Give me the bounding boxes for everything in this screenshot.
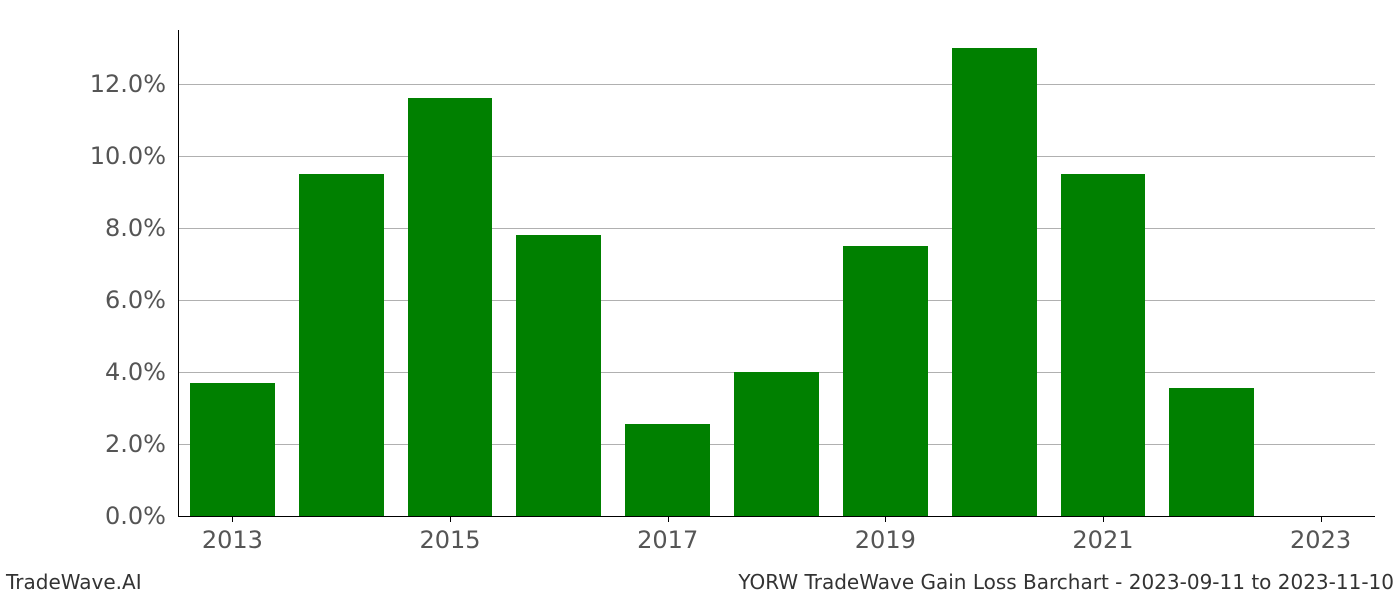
gridline [178, 84, 1375, 85]
chart-container: 0.0% 2.0% 4.0% 6.0% 8.0% 10.0% 12.0% 2013 2015 20… [0, 0, 1400, 600]
y-tick-label: 8.0% [46, 214, 166, 242]
bar [299, 174, 384, 516]
x-tick-mark [450, 516, 451, 522]
x-tick-mark [885, 516, 886, 522]
y-axis [178, 30, 179, 516]
x-tick-mark [1103, 516, 1104, 522]
bar [190, 383, 275, 516]
y-tick-label: 4.0% [46, 358, 166, 386]
x-tick-label: 2019 [855, 526, 916, 554]
x-tick-mark [232, 516, 233, 522]
y-tick-label: 2.0% [46, 430, 166, 458]
x-axis [178, 516, 1375, 517]
y-tick-label: 0.0% [46, 502, 166, 530]
footer-caption: YORW TradeWave Gain Loss Barchart - 2023… [738, 570, 1394, 594]
plot-area: 0.0%2.0%4.0%6.0%8.0%10.0%12.0%2013201520… [178, 30, 1375, 516]
bar [843, 246, 928, 516]
y-tick-label: 10.0% [46, 142, 166, 170]
gridline [178, 156, 1375, 157]
footer-brand: TradeWave.AI [6, 570, 142, 594]
y-tick-label: 12.0% [46, 70, 166, 98]
x-tick-label: 2021 [1072, 526, 1133, 554]
x-tick-label: 2023 [1290, 526, 1351, 554]
bar [408, 98, 493, 516]
bar [1061, 174, 1146, 516]
bar [1169, 388, 1254, 516]
x-tick-mark [1321, 516, 1322, 522]
bar [734, 372, 819, 516]
bar [625, 424, 710, 516]
bar [516, 235, 601, 516]
bar [952, 48, 1037, 516]
x-tick-label: 2017 [637, 526, 698, 554]
x-tick-label: 2013 [202, 526, 263, 554]
x-tick-mark [668, 516, 669, 522]
y-tick-label: 6.0% [46, 286, 166, 314]
x-tick-label: 2015 [419, 526, 480, 554]
